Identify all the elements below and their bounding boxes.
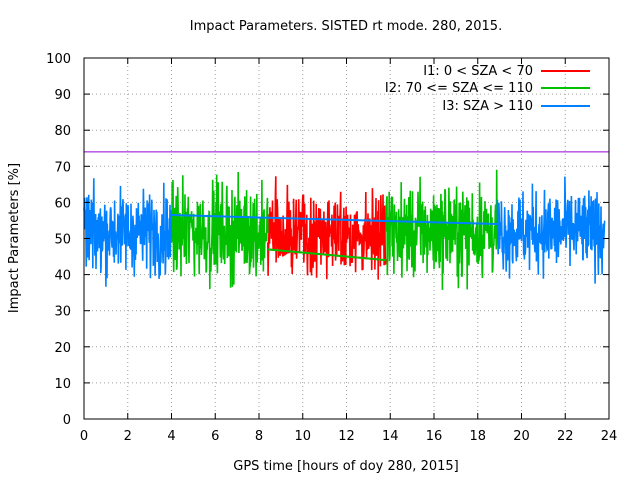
x-tick-label: 8 bbox=[255, 429, 263, 444]
x-tick-label: 0 bbox=[80, 429, 88, 444]
x-tick-label: 2 bbox=[124, 429, 132, 444]
x-tick-label: 10 bbox=[294, 429, 311, 444]
y-tick-label: 20 bbox=[54, 341, 71, 356]
y-tick-label: 70 bbox=[54, 160, 71, 175]
x-tick-label: 4 bbox=[167, 429, 175, 444]
y-tick-label: 80 bbox=[54, 124, 71, 139]
legend-label-i3: I3: SZA > 110 bbox=[442, 99, 533, 114]
series-line-i2 bbox=[385, 169, 499, 290]
series-line-i3 bbox=[83, 178, 173, 287]
y-tick-label: 10 bbox=[54, 377, 71, 392]
legend-label-i2: I2: 70 <= SZA <= 110 bbox=[385, 81, 533, 96]
legend-label-i1: I1: 0 < SZA < 70 bbox=[423, 64, 533, 79]
y-tick-label: 90 bbox=[54, 88, 71, 103]
x-tick-label: 16 bbox=[426, 429, 443, 444]
y-axis-label: Impact Parameters [%] bbox=[7, 163, 22, 313]
y-tick-label: 100 bbox=[46, 52, 71, 67]
trend-line-i3 bbox=[171, 214, 498, 226]
series-line-i3 bbox=[496, 176, 606, 284]
x-tick-label: 20 bbox=[513, 429, 530, 444]
chart-title: Impact Parameters. SISTED rt mode. 280, … bbox=[190, 19, 502, 34]
series-line-i2 bbox=[170, 171, 269, 290]
x-tick-label: 24 bbox=[601, 429, 618, 444]
x-tick-label: 6 bbox=[211, 429, 219, 444]
y-tick-label: 0 bbox=[63, 413, 71, 428]
trend-layer bbox=[171, 214, 498, 262]
ticks: 0 2 4 6 8 10 12 14 16 18 20 22 240102030405060708090… bbox=[46, 52, 617, 444]
y-tick-label: 50 bbox=[54, 233, 71, 248]
x-tick-label: 14 bbox=[382, 429, 399, 444]
trend-line-i2 bbox=[267, 248, 386, 262]
series-layer bbox=[83, 169, 606, 290]
x-axis-label: GPS time [hours of doy 280, 2015] bbox=[233, 459, 458, 474]
legend: I1: 0 < SZA < 70 I2: 70 <= SZA <= 110 I3… bbox=[385, 64, 590, 114]
series-line-i1 bbox=[267, 176, 387, 280]
x-tick-label: 12 bbox=[338, 429, 355, 444]
x-tick-label: 18 bbox=[469, 429, 486, 444]
y-tick-label: 60 bbox=[54, 196, 71, 211]
y-tick-label: 40 bbox=[54, 269, 71, 284]
y-tick-label: 30 bbox=[54, 305, 71, 320]
x-tick-label: 22 bbox=[557, 429, 574, 444]
